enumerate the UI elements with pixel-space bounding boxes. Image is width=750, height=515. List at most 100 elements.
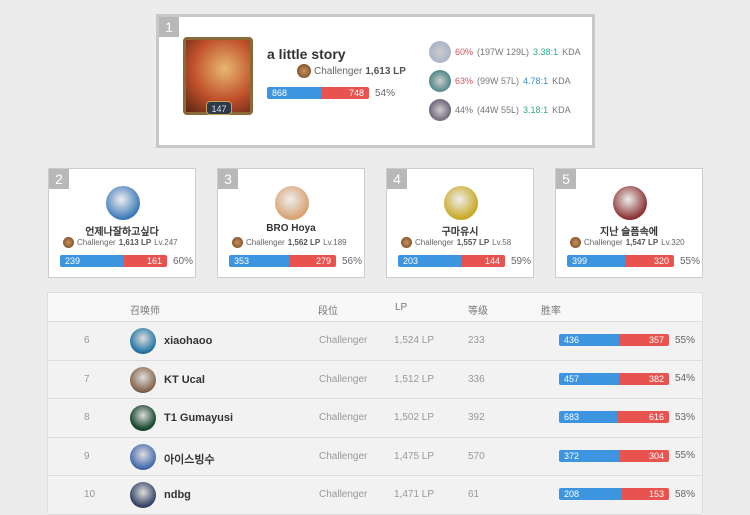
winloss-bar: 436 357 [559, 334, 669, 346]
winrate: 60% [173, 255, 194, 267]
losses: 320 [626, 255, 674, 267]
level: Lv.58 [492, 238, 512, 247]
champion-icon [429, 99, 451, 121]
winloss: 457 382 54% [559, 372, 695, 385]
wins: 436 [559, 334, 620, 346]
summoner-name[interactable]: 지난 슬픔속에 [600, 227, 658, 238]
champion-record: (99W 57L) [477, 76, 520, 86]
lp-value: 1,557 LP [456, 238, 490, 247]
tier-info: Challenger 1,613 LP [297, 64, 406, 78]
player-card[interactable]: 4 구마유시 Challenger 1,557 LP Lv.58 203 144 59% [386, 168, 534, 278]
challenger-emblem-icon [401, 237, 412, 248]
rank: 8 [84, 412, 90, 423]
losses: 153 [622, 488, 669, 500]
winloss-bar: 457 382 [559, 372, 669, 385]
tier-label: Challenger [246, 238, 285, 247]
champion-icon [429, 70, 451, 92]
champion-icon [429, 41, 451, 63]
rank-badge: 3 [218, 169, 238, 189]
rank-badge: 4 [387, 169, 407, 189]
summoner-name[interactable]: 언제나잘하고싶다 [85, 227, 159, 238]
losses: 748 [321, 87, 369, 99]
wins: 399 [567, 255, 627, 267]
profile-icon [130, 443, 156, 470]
winloss-bar: 203 144 [398, 255, 505, 267]
profile-icon [130, 366, 156, 393]
winloss: 239 161 60% [60, 255, 193, 267]
tier: Challenger [319, 489, 368, 500]
profile-icon [613, 186, 647, 220]
tier-info: Challenger 1,562 LP Lv.189 [232, 237, 347, 248]
player-card[interactable]: 5 지난 슬픔속에 Challenger 1,547 LP Lv.320 399 32… [555, 168, 703, 278]
winloss: 208 153 58% [559, 488, 695, 500]
winloss-bar: 683 616 [559, 411, 669, 423]
winloss-bar: 208 153 [559, 488, 669, 500]
winrate: 54% [375, 87, 396, 99]
champion-winrate: 44% [455, 105, 474, 115]
wins: 372 [559, 449, 620, 462]
tier: Challenger [319, 412, 368, 423]
tier-label: Challenger [415, 238, 454, 247]
wins: 868 [267, 87, 322, 99]
rank: 10 [84, 489, 96, 500]
table-row[interactable]: 8 T1 Gumayusi Challenger 1,502 LP 392 68… [48, 399, 702, 438]
lp-value: 1,562 LP [287, 238, 321, 247]
summoner-name[interactable]: ndbg [164, 489, 191, 501]
kda-label: KDA [552, 105, 571, 115]
profile-icon [106, 186, 140, 220]
winloss: 399 320 55% [567, 255, 700, 267]
challenger-emblem-icon [570, 237, 581, 248]
winloss: 436 357 55% [559, 334, 695, 346]
wins: 353 [229, 255, 289, 267]
table-row[interactable]: 10 ndbg Challenger 1,471 LP 61 208 153 58% [48, 476, 702, 515]
profile-icon [130, 482, 156, 508]
lp: 1,512 LP [394, 373, 435, 385]
level: 233 [468, 335, 485, 346]
tier-info: Challenger 1,557 LP Lv.58 [401, 237, 511, 248]
lp-value: 1,547 LP [625, 238, 659, 247]
table-row[interactable]: 9 아이스빙수 Challenger 1,475 LP 570 372 304 55… [48, 437, 702, 476]
wins: 203 [398, 255, 461, 267]
lp: 1,502 LP [394, 412, 435, 423]
summoner-name[interactable]: KT Ucal [164, 373, 205, 386]
wins: 239 [60, 255, 124, 267]
summoner-name[interactable]: a little story [267, 46, 346, 62]
losses: 279 [288, 255, 336, 267]
kda-label: KDA [562, 47, 581, 57]
level: 61 [468, 489, 480, 500]
champion-winrate: 63% [455, 76, 474, 86]
losses: 161 [123, 255, 167, 267]
table-row[interactable]: 6 xiaohaoo Challenger 1,524 LP 233 436 35… [48, 322, 702, 361]
champion-record: (44W 55L) [477, 105, 520, 115]
table-row[interactable]: 7 KT Ucal Challenger 1,512 LP 336 457 382… [48, 360, 702, 399]
profile-icon [275, 186, 309, 220]
top-player-card[interactable]: 1 147 a little story Challenger 1,613 LP… [156, 14, 595, 148]
champion-winrate: 60% [455, 47, 474, 57]
winloss: 683 616 53% [559, 411, 695, 423]
champion-kda: 4.78:1 [523, 76, 549, 86]
summoner-name[interactable]: BRO Hoya [266, 223, 316, 234]
summoner-name[interactable]: xiaohaoo [164, 335, 213, 347]
level: Lv.247 [154, 238, 178, 247]
summoner-name[interactable]: 아이스빙수 [164, 453, 215, 466]
winloss-bar: 372 304 [559, 449, 669, 462]
winloss-bar: 239 161 [60, 255, 167, 267]
winrate: 55% [680, 255, 701, 267]
lp-value: 1,613 LP [365, 65, 406, 77]
tier-info: Challenger 1,613 LP Lv.247 [63, 237, 178, 248]
wins: 457 [559, 372, 619, 385]
summoner-name[interactable]: 구마유시 [441, 227, 479, 238]
winrate: 55% [675, 450, 696, 461]
level: 392 [468, 412, 485, 423]
tier-label: Challenger [77, 238, 116, 247]
player-card[interactable]: 3 BRO Hoya Challenger 1,562 LP Lv.189 353 2… [217, 168, 365, 278]
tier: Challenger [319, 450, 368, 462]
winrate: 56% [342, 255, 363, 267]
summoner-name[interactable]: T1 Gumayusi [164, 412, 234, 424]
player-card[interactable]: 2 언제나잘하고싶다 Challenger 1,613 LP Lv.247 239 1… [48, 168, 196, 278]
profile-icon [130, 405, 156, 431]
wins: 208 [559, 488, 623, 500]
challenger-emblem-icon [297, 64, 311, 78]
lp: 1,471 LP [394, 489, 435, 500]
rank-badge: 1 [159, 17, 179, 37]
